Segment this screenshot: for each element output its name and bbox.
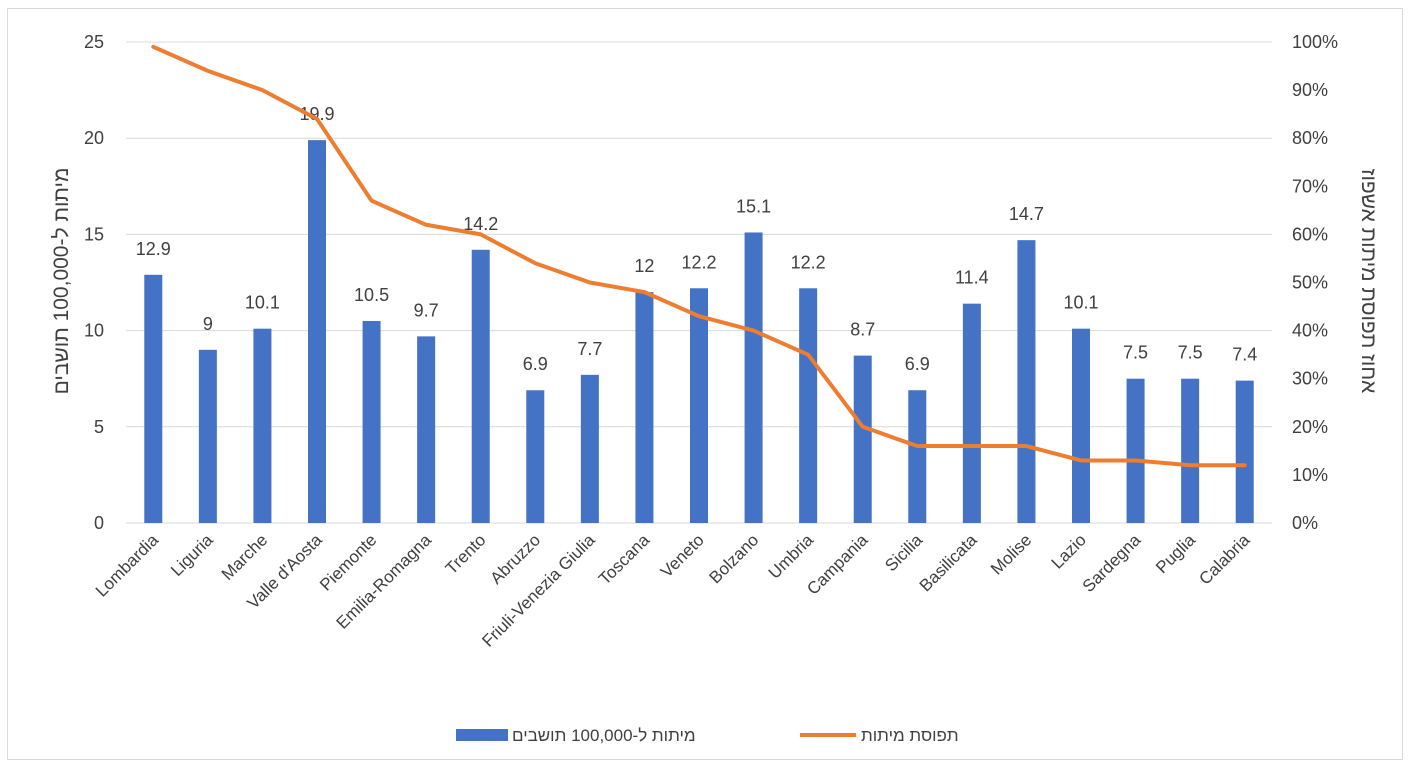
bar-value-label: 12.2 <box>681 252 716 272</box>
bar <box>417 336 436 523</box>
bar-value-label: 10.1 <box>245 293 280 313</box>
category-label: Sicilia <box>881 530 926 575</box>
left-tick-label: 25 <box>84 32 104 52</box>
bar <box>362 320 381 523</box>
left-tick-label: 0 <box>94 513 104 533</box>
category-label: Veneto <box>657 530 708 581</box>
right-tick-label: 80% <box>1292 128 1328 148</box>
bar <box>580 374 599 523</box>
bar-value-label: 9.7 <box>414 300 439 320</box>
bar-value-label: 14.7 <box>1009 204 1044 224</box>
category-label: Lombardia <box>92 530 163 601</box>
left-tick-label: 15 <box>84 224 104 244</box>
bar <box>144 274 163 523</box>
right-tick-label: 10% <box>1292 465 1328 485</box>
bar <box>690 288 708 523</box>
line-series <box>151 44 1247 468</box>
bar-value-label: 12 <box>634 256 654 276</box>
category-label: Toscana <box>595 530 654 589</box>
bar <box>799 288 818 523</box>
bar <box>308 140 326 523</box>
right-tick-label: 50% <box>1292 273 1328 293</box>
right-tick-label: 30% <box>1292 369 1328 389</box>
bar <box>1126 378 1145 523</box>
category-label: Bolzano <box>706 530 763 587</box>
bar <box>198 349 217 523</box>
bar-value-label: 19.9 <box>299 104 334 124</box>
bar <box>908 390 927 523</box>
bar-series <box>144 140 1254 524</box>
bar <box>962 303 981 523</box>
category-label: Umbria <box>765 530 818 583</box>
legend-line-label: תפוסת מיתות <box>861 726 959 745</box>
bar <box>1017 240 1036 523</box>
left-tick-label: 20 <box>84 128 104 148</box>
left-axis-title: מיתות ל-100,000 תושבים <box>50 168 73 395</box>
bar-value-label: 7.7 <box>577 339 602 359</box>
bar-value-label: 7.5 <box>1178 343 1203 363</box>
bar-value-label: 9 <box>203 314 213 334</box>
right-axis-title: אחוז תפוסת מיתות אשפוז <box>1357 169 1380 394</box>
bar <box>471 249 490 524</box>
left-tick-label: 5 <box>94 417 104 437</box>
legend-bar-label: מיתות ל-100,000 תושבים <box>512 726 696 745</box>
right-tick-label: 90% <box>1292 80 1328 100</box>
bar-value-label: 10.5 <box>354 285 389 305</box>
bar <box>1072 328 1090 523</box>
bar-value-labels: 12.9 9 10.1 19.9 10.5 9.7 14.2 6.9 7.7 12 12.2 15.1… <box>136 104 1257 374</box>
bar <box>1181 378 1200 523</box>
bar-value-label: 7.5 <box>1123 343 1148 363</box>
bar-value-label: 8.7 <box>850 320 875 340</box>
category-label: Trento <box>442 530 490 578</box>
right-tick-label: 70% <box>1292 176 1328 196</box>
category-label: Liguria <box>167 530 217 580</box>
right-tick-label: 40% <box>1292 321 1328 341</box>
bar-value-label: 12.9 <box>136 239 171 259</box>
bar-value-label: 15.1 <box>736 196 771 216</box>
category-label: Marche <box>218 530 272 584</box>
legend: מיתות ל-100,000 תושבים תפוסת מיתות <box>456 726 959 745</box>
bar-value-label: 12.2 <box>791 252 826 272</box>
bar-value-label: 7.4 <box>1232 345 1257 365</box>
bar-value-label: 10.1 <box>1063 293 1098 313</box>
category-label: Puglia <box>1152 530 1199 577</box>
category-label: Basilicata <box>916 530 981 595</box>
bar-value-label: 6.9 <box>905 354 930 374</box>
right-axis-ticks: 0% 10% 20% 30% 40% 50% 60% 70% 80% 90% 100% <box>1292 32 1338 533</box>
category-label: Sardegna <box>1079 530 1145 596</box>
right-tick-label: 100% <box>1292 32 1338 52</box>
bar-value-label: 11.4 <box>955 268 989 288</box>
left-axis-ticks: 0 5 10 15 20 25 <box>84 32 104 533</box>
right-tick-label: 20% <box>1292 417 1328 437</box>
category-label: Lazio <box>1048 530 1090 572</box>
bar <box>253 328 272 523</box>
category-label: Molise <box>987 530 1035 578</box>
left-tick-label: 10 <box>84 321 104 341</box>
bar <box>853 355 872 523</box>
bar-value-label: 14.2 <box>463 214 498 234</box>
bar <box>744 232 763 523</box>
category-label: Campania <box>803 530 872 599</box>
legend-bar-swatch <box>456 729 508 741</box>
category-label: Emilia-Romagna <box>333 530 436 633</box>
bar-value-label: 6.9 <box>523 354 548 374</box>
right-tick-label: 0% <box>1292 513 1318 533</box>
category-label: Calabria <box>1195 530 1254 589</box>
right-tick-label: 60% <box>1292 224 1328 244</box>
bar <box>1235 380 1254 523</box>
bar <box>526 390 545 523</box>
bar <box>635 292 654 523</box>
